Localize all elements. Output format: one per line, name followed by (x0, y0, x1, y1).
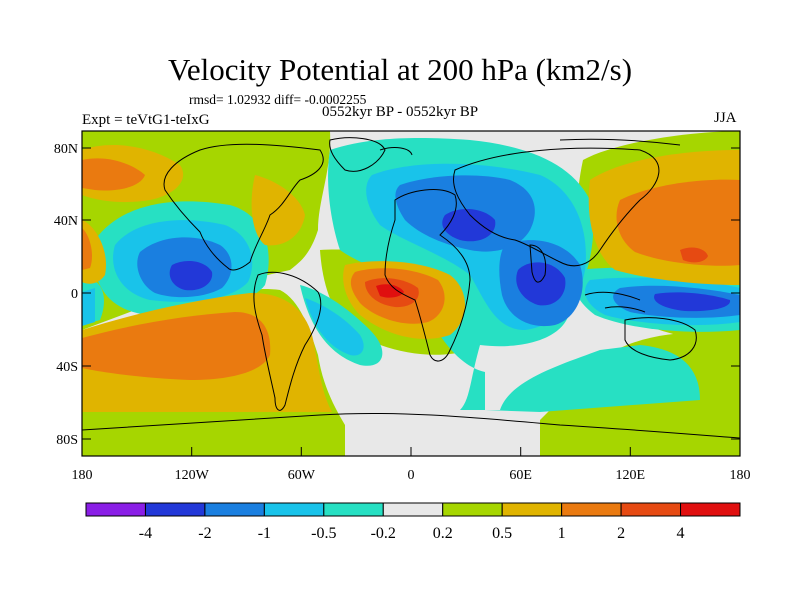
map-title: Velocity Potential at 200 hPa (km2/s) (167, 52, 633, 87)
colorbar-label: 1 (558, 525, 566, 542)
colorbar-label: -2 (198, 525, 211, 542)
y-axis-ticks (82, 147, 740, 440)
colorbar-label: -0.2 (371, 525, 396, 542)
colorbar-swatch (442, 502, 503, 517)
colorbar-swatch (85, 502, 146, 517)
colorbar-label: -4 (139, 525, 152, 542)
lat-label-0: 0 (71, 287, 78, 302)
lon-label-60w: 60W (288, 468, 316, 483)
colorbar-label: 0.5 (492, 525, 512, 542)
colorbar-swatch (620, 502, 682, 517)
lon-label-60e: 60E (509, 468, 532, 483)
colorbar-swatch (501, 502, 563, 517)
lon-label-180w: 180 (72, 468, 93, 483)
colorbar-label: -0.5 (311, 525, 336, 542)
colorbar-swatch (144, 502, 206, 517)
colorbar-label: 0.2 (433, 525, 453, 542)
lon-label-120w: 120W (175, 468, 210, 483)
lat-label-40s: 40S (56, 360, 78, 375)
experiment-text: Expt = teVtG1-teIxG (82, 112, 210, 128)
colorbar-label: -1 (258, 525, 271, 542)
lon-label-120e: 120E (616, 468, 646, 483)
lat-label-80n: 80N (54, 142, 78, 157)
colorbar: -4 -2 -1 -0.5 -0.2 0.2 0.5 1 2 4 (85, 502, 741, 542)
x-axis-ticks (81, 447, 741, 456)
colorbar-swatch (323, 502, 384, 517)
colorbar-label: 4 (677, 525, 685, 542)
colorbar-label: 2 (617, 525, 625, 542)
period-text: 0552kyr BP - 0552kyr BP (322, 104, 479, 120)
colorbar-swatch (204, 502, 265, 517)
colorbar-swatch (382, 502, 444, 517)
colorbar-swatch (263, 502, 325, 517)
lon-label-0: 0 (408, 468, 415, 483)
contour-field (82, 131, 740, 456)
colorbar-swatch (561, 502, 622, 517)
lat-label-40n: 40N (54, 214, 78, 229)
rmsd-diff-text: rmsd= 1.02932 diff= -0.0002255 (189, 92, 367, 107)
season-text: JJA (714, 110, 737, 126)
lat-label-80s: 80S (56, 433, 78, 448)
colorbar-swatch (680, 502, 741, 517)
lon-label-180e: 180 (730, 468, 751, 483)
